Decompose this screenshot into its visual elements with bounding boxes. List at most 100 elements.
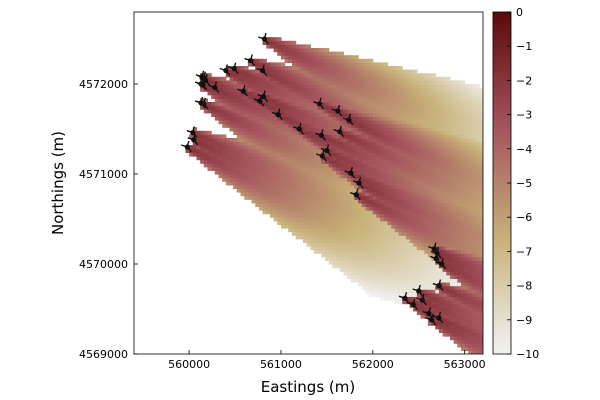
heatmap-cell — [280, 220, 286, 225]
heatmap-cell — [332, 260, 337, 265]
heatmap-cell — [405, 138, 411, 143]
heatmap-cell — [295, 123, 300, 128]
heatmap-cell — [302, 62, 308, 67]
heatmap-cell — [416, 195, 422, 200]
heatmap-cell — [457, 307, 462, 312]
heatmap-cell — [380, 87, 385, 92]
heatmap-cell — [369, 159, 374, 164]
heatmap-cell — [409, 235, 414, 240]
heatmap-cell — [402, 213, 407, 218]
heatmap-cell — [225, 152, 231, 157]
heatmap-cell — [416, 134, 422, 139]
heatmap-cell — [409, 116, 414, 121]
heatmap-cell — [299, 177, 304, 182]
heatmap-cell — [339, 210, 344, 215]
heatmap-cell — [244, 102, 249, 107]
heatmap-cell — [442, 102, 447, 107]
heatmap-cell — [321, 166, 326, 171]
heatmap-cell — [347, 199, 352, 204]
heatmap-cell — [387, 220, 392, 225]
heatmap-cell — [336, 51, 341, 56]
heatmap-cell — [266, 138, 271, 143]
heatmap-cell — [299, 148, 304, 153]
heatmap-cell — [361, 138, 367, 143]
heatmap-cell — [291, 76, 297, 81]
heatmap-cell — [266, 156, 271, 161]
heatmap-cell — [464, 177, 469, 182]
heatmap-cell — [302, 134, 308, 139]
heatmap-cell — [288, 69, 293, 74]
heatmap-cell — [284, 40, 289, 45]
heatmap-cell — [369, 145, 374, 150]
heatmap-cell — [365, 66, 370, 71]
heatmap-cell — [225, 94, 231, 99]
heatmap-cell — [391, 231, 396, 236]
heatmap-cell — [464, 202, 469, 207]
heatmap-cell — [288, 127, 293, 132]
heatmap-cell — [369, 285, 374, 290]
heatmap-cell — [475, 105, 480, 110]
heatmap-cell — [372, 235, 378, 240]
heatmap-cell — [376, 130, 381, 135]
heatmap-cell — [302, 202, 308, 207]
heatmap-cell — [402, 120, 407, 125]
heatmap-cell — [280, 105, 286, 110]
heatmap-cell — [291, 109, 297, 114]
heatmap-cell — [394, 231, 400, 236]
heatmap-cell — [240, 94, 245, 99]
heatmap-cell — [372, 206, 378, 211]
heatmap-cell — [288, 44, 293, 49]
heatmap-cell — [325, 199, 330, 204]
heatmap-cell — [446, 163, 451, 168]
heatmap-cell — [416, 181, 422, 186]
heatmap-cell — [269, 166, 275, 171]
heatmap-cell — [369, 246, 374, 251]
heatmap-cell — [229, 138, 234, 143]
heatmap-cell — [211, 105, 216, 110]
heatmap-cell — [251, 116, 256, 121]
heatmap-cell — [361, 285, 367, 290]
heatmap-cell — [442, 310, 447, 315]
heatmap-cell — [225, 141, 231, 146]
heatmap-cell — [295, 192, 300, 197]
heatmap-cell — [427, 148, 433, 153]
heatmap-cell — [233, 174, 238, 179]
heatmap-cell — [471, 202, 477, 207]
heatmap-cell — [358, 123, 363, 128]
heatmap-cell — [420, 213, 425, 218]
turbine-icon — [435, 257, 447, 270]
heatmap-cell — [225, 159, 231, 164]
heatmap-cell — [336, 228, 341, 233]
heatmap-cell — [416, 260, 422, 265]
heatmap-cell — [398, 66, 403, 71]
heatmap-cell — [306, 105, 311, 110]
heatmap-cell — [413, 238, 418, 243]
heatmap-cell — [299, 174, 304, 179]
heatmap-cell — [328, 91, 333, 96]
heatmap-cell — [424, 102, 429, 107]
heatmap-cell — [409, 163, 414, 168]
heatmap-cell — [402, 274, 407, 279]
heatmap-cell — [446, 199, 451, 204]
heatmap-cell — [192, 145, 198, 150]
heatmap-cell — [442, 76, 447, 81]
heatmap-cell — [387, 260, 392, 265]
heatmap-cell — [424, 249, 429, 254]
heatmap-cell — [468, 188, 473, 193]
heatmap-cell — [387, 123, 392, 128]
heatmap-cell — [479, 217, 483, 222]
heatmap-cell — [460, 339, 466, 344]
heatmap-cell — [325, 195, 330, 200]
heatmap-cell — [442, 249, 447, 254]
heatmap-cell — [468, 282, 473, 287]
heatmap-cell — [416, 109, 422, 114]
heatmap-cell — [405, 260, 411, 265]
heatmap-cell — [339, 267, 344, 272]
heatmap-cell — [233, 148, 238, 153]
heatmap-cell — [236, 66, 242, 71]
heatmap-cell — [435, 242, 440, 247]
heatmap-cell — [468, 307, 473, 312]
heatmap-cell — [431, 163, 436, 168]
heatmap-cell — [449, 159, 455, 164]
heatmap-cell — [405, 238, 411, 243]
